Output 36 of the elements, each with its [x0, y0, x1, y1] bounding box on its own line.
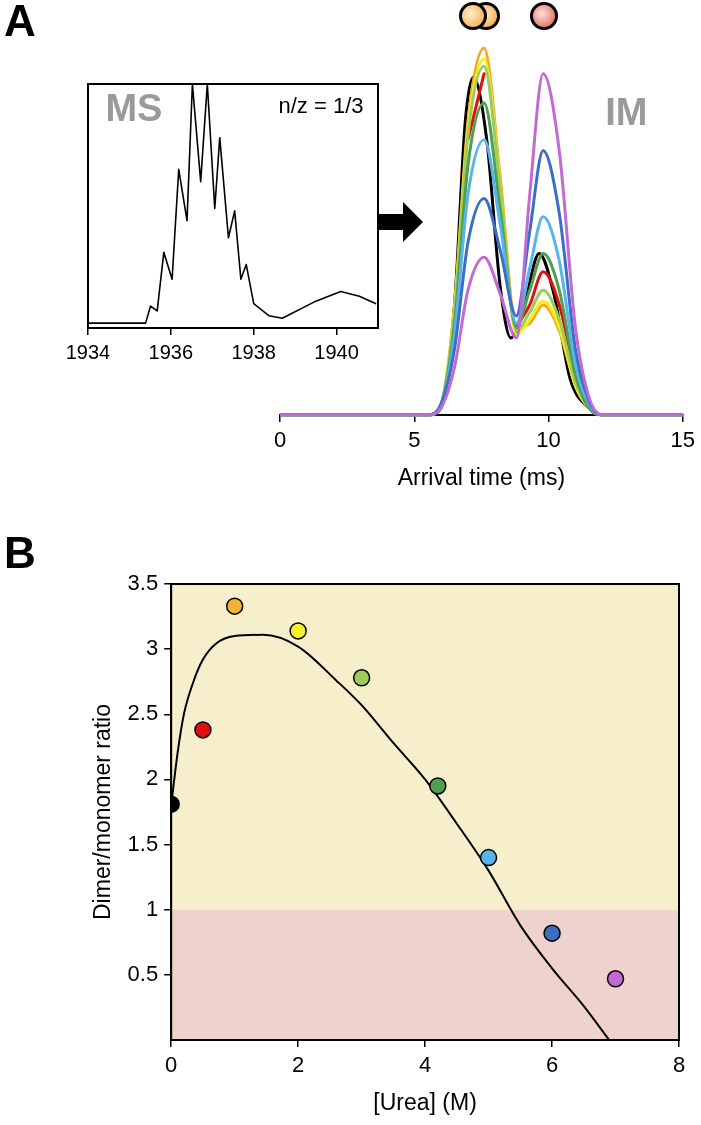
point [194, 721, 212, 739]
y-tick-label: 1 [145, 895, 159, 921]
x-tick-label: 5 [408, 427, 421, 453]
point [543, 924, 561, 942]
x-tick-label: 4 [418, 1052, 432, 1078]
x-tick-label: 6 [545, 1052, 559, 1078]
point [429, 777, 447, 795]
x-tick-label: 1934 [65, 340, 111, 363]
x-tick-label: 8 [672, 1052, 686, 1078]
x-tick-label: 10 [536, 427, 561, 453]
point [479, 848, 498, 867]
x-tick-label: 0 [165, 1052, 178, 1078]
x-axis-title: Arrival time (ms) [397, 463, 566, 490]
y-tick-label: 2 [145, 765, 159, 791]
point [289, 622, 307, 640]
y-tick-label: 0.5 [127, 960, 159, 986]
annotation: IM [605, 91, 648, 134]
y-tick-label: 2.5 [127, 700, 159, 726]
y-tick-label: 3.5 [127, 570, 159, 596]
y-tick-label: 1.5 [127, 830, 159, 856]
point [225, 597, 244, 615]
point [606, 970, 625, 988]
annotation: MS [105, 86, 163, 129]
annotation: n/z = 1/3 [278, 93, 364, 119]
x-tick-label: 1940 [314, 340, 359, 363]
x-axis-title: [Urea] (M) [373, 1088, 477, 1115]
x-tick-label: 1938 [231, 340, 276, 363]
x-tick-label: 2 [292, 1052, 305, 1078]
x-tick-label: 15 [670, 427, 696, 453]
x-tick-label: 1936 [148, 340, 194, 363]
text: A [4, 0, 36, 46]
text: B [4, 528, 36, 578]
y-axis-title: Dimer/monomer ratio [89, 704, 116, 920]
y-tick-label: 3 [145, 635, 159, 661]
point [352, 669, 371, 687]
x-tick-label: 0 [273, 427, 287, 453]
